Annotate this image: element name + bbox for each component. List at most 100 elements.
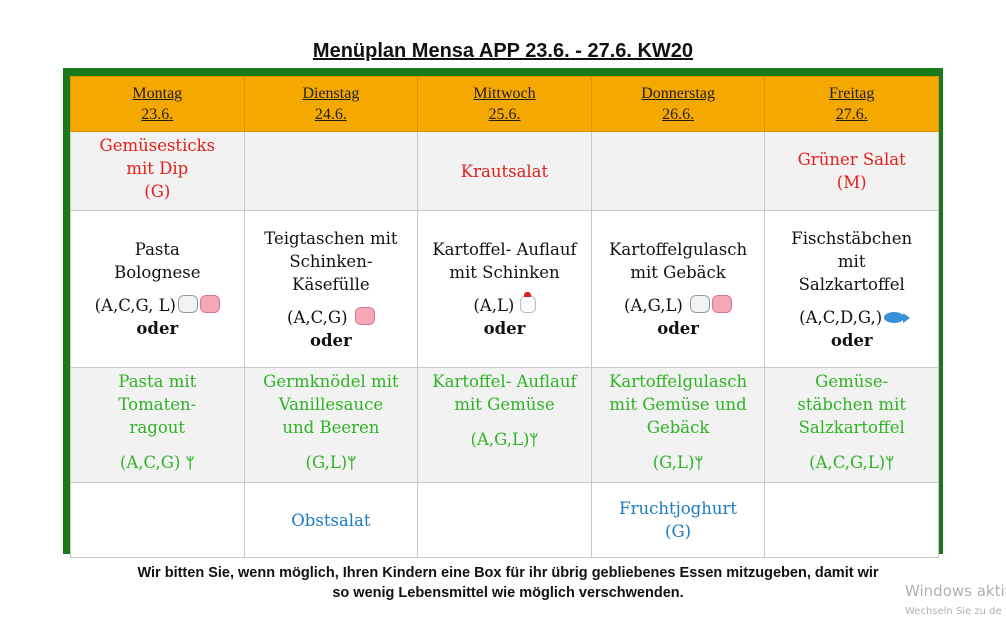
day-date: 25.6. [488, 106, 521, 123]
allergen-line: (A,G,L)ᛘ [422, 428, 587, 452]
menu-table: Montag 23.6. Dienstag 24.6. Mittwoch 25.6. … [70, 76, 939, 558]
page-title: Menüplan Mensa APP 23.6. - 27.6. KW20 [312, 40, 694, 62]
allergen-line: (G,L)ᛘ [596, 451, 761, 475]
day-name: Donnerstag [641, 85, 715, 102]
allergen-codes: (G,L) [652, 453, 695, 472]
dish-line: Gemüse- [815, 372, 889, 391]
allergen-line: (A,C,G) ᛘ [75, 451, 240, 475]
main-cell-thursday: Kartoffelgulasch mit Gebäck (A,G,L) oder [590, 210, 766, 368]
day-header-wednesday: Mittwoch 25.6. [417, 76, 592, 132]
oder-label: oder [830, 330, 873, 350]
dish-line: mit Dip [126, 159, 189, 178]
dessert-cell-wednesday [417, 482, 592, 558]
sprout-icon: ᛘ [694, 454, 704, 472]
day-name: Mittwoch [473, 85, 536, 102]
day-header-friday: Freitag 27.6. [764, 76, 939, 132]
footer-note: Wir bitten Sie, wenn möglich, Ihren Kind… [0, 563, 1006, 603]
dish-line: mit Gemüse und [609, 395, 747, 414]
starter-cell-friday: Grüner Salat (M) [764, 131, 939, 211]
dish-line: Vanillesauce [278, 395, 384, 414]
day-date: 23.6. [141, 106, 174, 123]
dish-line: Pasta mit [118, 372, 197, 391]
dish-line: Salzkartoffel [798, 418, 905, 437]
cow-icon [177, 295, 198, 313]
fish-icon [884, 311, 911, 323]
oder-label: oder [483, 319, 526, 338]
dish-line: Bolognese [114, 263, 201, 282]
allergen-codes: (A,C,G,L) [809, 453, 886, 472]
day-header-thursday: Donnerstag 26.6. [590, 76, 766, 132]
sprout-icon: ᛘ [185, 454, 195, 472]
dish-line: Gebäck [646, 418, 710, 437]
allergen-codes: (A,C,G) [287, 307, 348, 327]
dish-line: Obstsalat [291, 510, 371, 530]
day-header-monday: Montag 23.6. [70, 76, 245, 132]
windows-activation-watermark-sub: Wechseln Sie zu de [905, 606, 1002, 617]
oder-label: oder [657, 319, 699, 338]
dish-line: Germknödel mit [263, 372, 399, 391]
day-date: 24.6. [314, 106, 347, 123]
sprout-icon: ᛘ [347, 454, 357, 472]
allergen-line: (G,L)ᛘ [249, 451, 414, 475]
dish-line: Fruchtjoghurt [619, 499, 737, 518]
allergen-line: (A,L) [422, 292, 587, 317]
allergen-line: (A,C,G, L) [75, 294, 240, 317]
allergen-codes: (A,G,L) [470, 430, 530, 449]
dish-line: Tomaten- [118, 395, 197, 414]
sprout-icon: ᛘ [885, 454, 895, 472]
cow-icon [690, 295, 711, 313]
allergen-codes: (A,C,G) [119, 453, 181, 472]
dish-line: Pasta [134, 240, 180, 259]
allergen-line: (A,C,D,G,) [769, 306, 934, 329]
dish-line: mit Gebäck [630, 263, 726, 282]
oder-label: oder [136, 319, 179, 338]
day-name: Freitag [829, 85, 875, 102]
veggie-cell-tuesday: Germknödel mit Vanillesauce und Beeren (… [243, 367, 419, 483]
dish-line: ragout [129, 418, 186, 437]
starter-row: Gemüsesticks mit Dip (G) Krautsalat Grün… [70, 131, 939, 211]
chicken-icon [519, 292, 536, 313]
main-cell-monday: Pasta Bolognese (A,C,G, L) oder [70, 210, 245, 368]
allergen-line: (A,C,G) [249, 306, 414, 329]
day-name: Montag [132, 85, 183, 102]
veggie-cell-thursday: Kartoffelgulasch mit Gemüse und Gebäck (… [590, 367, 766, 483]
starter-cell-monday: Gemüsesticks mit Dip (G) [70, 131, 245, 211]
header-row: Montag 23.6. Dienstag 24.6. Mittwoch 25.6. … [70, 76, 939, 132]
windows-activation-watermark: Windows aktiv [905, 582, 1006, 600]
main-cell-friday: Fischstäbchen mit Salzkartoffel (A,C,D,G… [764, 210, 939, 368]
dish-line: Schinken- [289, 251, 373, 271]
day-date: 27.6. [835, 106, 868, 123]
dish-line: Grüner Salat [797, 150, 906, 169]
dish-line: Teigtaschen mit [264, 228, 398, 248]
dish-line: mit [837, 251, 866, 271]
allergen-line: (A,G,L) [596, 294, 761, 317]
dish-line: Salzkartoffel [798, 274, 905, 294]
dish-line: Krautsalat [460, 161, 549, 181]
allergen-codes: (A,L) [473, 296, 515, 315]
day-header-tuesday: Dienstag 24.6. [243, 76, 419, 132]
dish-line: Fischstäbchen [791, 228, 913, 248]
starter-cell-wednesday: Krautsalat [417, 131, 592, 211]
allergen-codes: (G) [144, 182, 171, 201]
oder-label: oder [310, 330, 352, 350]
dessert-cell-monday [70, 482, 245, 558]
dish-line: Gemüsesticks [99, 136, 216, 155]
dessert-cell-thursday: Fruchtjoghurt (G) [590, 482, 766, 558]
dish-line: und Beeren [282, 418, 380, 437]
dessert-cell-friday [764, 482, 939, 558]
main-dish-row: Pasta Bolognese (A,C,G, L) oder Teigtasc… [70, 210, 939, 368]
dish-line: Kartoffel- Auflauf [432, 240, 577, 259]
allergen-codes: (G) [665, 522, 692, 541]
footer-line: so wenig Lebensmittel wie möglich versch… [332, 585, 684, 601]
dish-line: Kartoffelgulasch [609, 240, 748, 259]
dish-line: Kartoffel- Auflauf [432, 372, 577, 391]
day-date: 26.6. [662, 106, 695, 123]
starter-cell-thursday [590, 131, 766, 211]
dish-line: mit Schinken [449, 263, 560, 282]
main-cell-wednesday: Kartoffel- Auflauf mit Schinken (A,L) od… [417, 210, 592, 368]
dessert-cell-tuesday: Obstsalat [243, 482, 419, 558]
dish-line: stäbchen mit [797, 395, 906, 414]
starter-cell-tuesday [243, 131, 419, 211]
dish-line: Kartoffelgulasch [609, 372, 748, 391]
veggie-cell-friday: Gemüse- stäbchen mit Salzkartoffel (A,C,… [764, 367, 939, 483]
